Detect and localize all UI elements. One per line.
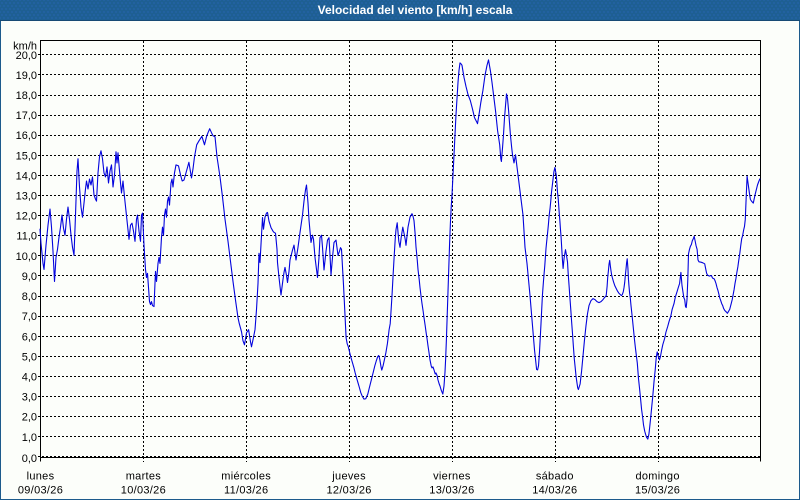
svg-text:lunes: lunes: [27, 471, 55, 483]
svg-text:3,0: 3,0: [22, 392, 37, 404]
svg-text:11/03/26: 11/03/26: [224, 485, 268, 497]
svg-text:0,0: 0,0: [22, 453, 37, 465]
svg-text:09/03/26: 09/03/26: [18, 485, 63, 497]
svg-text:15,0: 15,0: [16, 150, 37, 162]
svg-text:6,0: 6,0: [22, 331, 37, 343]
svg-text:4,0: 4,0: [22, 372, 37, 384]
svg-text:km/h: km/h: [13, 41, 37, 53]
svg-text:1,0: 1,0: [22, 432, 37, 444]
svg-text:12,0: 12,0: [16, 211, 37, 223]
svg-text:jueves: jueves: [331, 471, 366, 483]
svg-text:viernes: viernes: [433, 471, 471, 483]
svg-text:14,0: 14,0: [16, 170, 37, 182]
svg-text:5,0: 5,0: [22, 351, 37, 363]
svg-text:9,0: 9,0: [22, 271, 37, 283]
svg-text:16,0: 16,0: [16, 130, 37, 142]
svg-text:7,0: 7,0: [22, 311, 37, 323]
svg-text:8,0: 8,0: [22, 291, 37, 303]
svg-text:17,0: 17,0: [16, 110, 37, 122]
svg-text:13,0: 13,0: [16, 191, 37, 203]
svg-text:10,0: 10,0: [16, 251, 37, 263]
svg-text:14/03/26: 14/03/26: [532, 485, 577, 497]
svg-text:miércoles: miércoles: [221, 471, 271, 483]
svg-text:11,0: 11,0: [16, 231, 37, 243]
svg-text:19,0: 19,0: [16, 70, 37, 82]
svg-text:13/03/26: 13/03/26: [429, 485, 474, 497]
svg-text:sábado: sábado: [536, 471, 574, 483]
svg-text:18,0: 18,0: [16, 90, 37, 102]
svg-text:2,0: 2,0: [22, 412, 37, 424]
svg-text:20,0: 20,0: [16, 50, 37, 62]
svg-text:10/03/26: 10/03/26: [121, 485, 166, 497]
svg-text:12/03/26: 12/03/26: [326, 485, 371, 497]
svg-text:domingo: domingo: [635, 471, 679, 483]
svg-text:martes: martes: [126, 471, 162, 483]
svg-text:15/03/26: 15/03/26: [635, 485, 680, 497]
